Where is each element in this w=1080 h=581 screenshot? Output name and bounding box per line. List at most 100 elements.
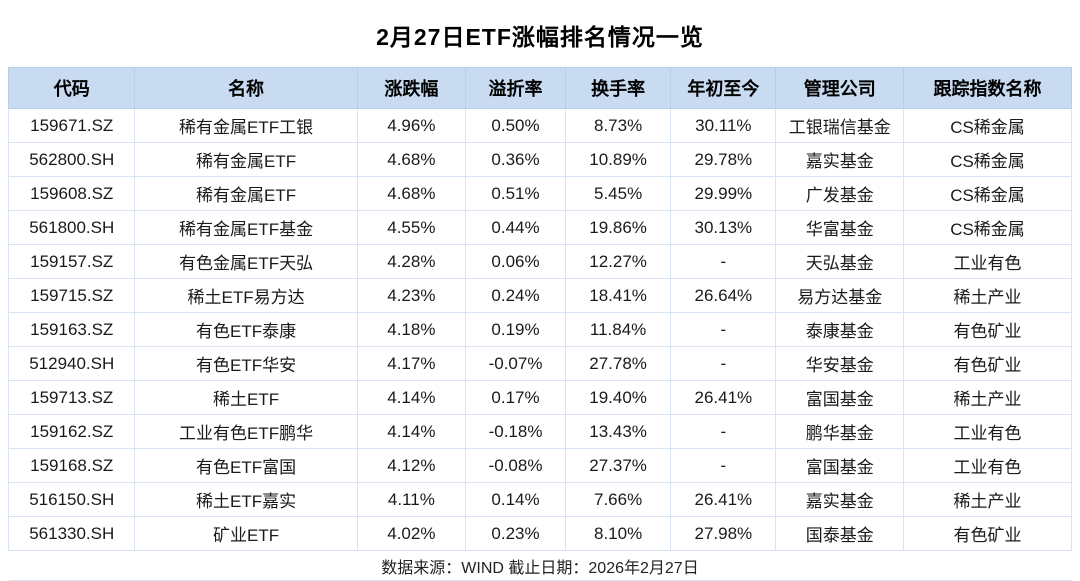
table-cell: 0.17% [465,380,566,415]
table-row: 562800.SH 稀有金属ETF 4.68% 0.36% 10.89% 29.78% 嘉实… [7,142,1072,177]
header-row: 代码 名称 涨跌幅 溢折率 换手率 年初至今 管理公司 跟踪指数名称 [7,67,1072,109]
table-cell: 29.78% [670,142,777,177]
table-cell: 稀土ETF [134,380,358,415]
table-row: 159715.SZ 稀土ETF易方达 4.23% 0.24% 18.41% 26.64% 易… [7,278,1072,313]
table-cell: 4.17% [356,346,467,381]
table-cell: 11.84% [564,312,672,347]
table-cell: 稀有金属ETF [134,176,358,211]
table-cell: 0.23% [465,516,566,551]
table-cell: 4.14% [356,380,467,415]
page-title: 2月27日ETF涨幅排名情况一览 [376,24,704,50]
table-cell: 19.86% [564,210,672,245]
table-cell: 159715.SZ [7,278,136,313]
table-cell: 12.27% [564,244,672,279]
table-cell: 159671.SZ [7,108,136,143]
table-cell: 30.13% [670,210,777,245]
table-row: 159608.SZ 稀有金属ETF 4.68% 0.51% 5.45% 29.99% 广发基… [7,176,1072,211]
table-cell: 矿业ETF [134,516,358,551]
table-cell: 561800.SH [7,210,136,245]
table-cell: 19.40% [564,380,672,415]
table-cell: -0.18% [465,414,566,449]
table-cell: - [670,346,777,381]
table-cell: 有色矿业 [903,516,1072,551]
table-cell: 0.14% [465,482,566,517]
table-cell: 稀土ETF嘉实 [134,482,358,517]
table-cell: 嘉实基金 [775,142,904,177]
table-cell: 工业有色 [903,414,1072,449]
table-cell: 工业有色 [903,244,1072,279]
table-cell: 华富基金 [775,210,904,245]
table-cell: 有色矿业 [903,346,1072,381]
table-cell: CS稀金属 [903,142,1072,177]
table-cell: CS稀金属 [903,176,1072,211]
table-cell: 0.44% [465,210,566,245]
table-row: 159168.SZ 有色ETF富国 4.12% -0.08% 27.37% - 富国基金 工业… [7,448,1072,483]
table-cell: 稀土产业 [903,482,1072,517]
table-cell: 0.06% [465,244,566,279]
table-cell: 159608.SZ [7,176,136,211]
table-cell: 159162.SZ [7,414,136,449]
table-cell: 10.89% [564,142,672,177]
table-cell: 有色矿业 [903,312,1072,347]
table-cell: 159163.SZ [7,312,136,347]
table-cell: 562800.SH [7,142,136,177]
table-row: 159157.SZ 有色金属ETF天弘 4.28% 0.06% 12.27% - 天弘基金工… [7,244,1072,279]
table-cell: 工业有色ETF鹏华 [134,414,358,449]
table-cell: - [670,448,777,483]
table-cell: 有色金属ETF天弘 [134,244,358,279]
table-cell: 4.23% [356,278,467,313]
table-cell: 国泰基金 [775,516,904,551]
table-cell: 4.12% [356,448,467,483]
header-cell: 管理公司 [775,67,904,109]
table-cell: 8.10% [564,516,672,551]
table-cell: 13.43% [564,414,672,449]
table-cell: 561330.SH [7,516,136,551]
table-cell: 26.64% [670,278,777,313]
table-cell: 4.14% [356,414,467,449]
table-cell: 富国基金 [775,380,904,415]
table-cell: 稀有金属ETF [134,142,358,177]
header-cell: 溢折率 [465,67,566,109]
table-row: 561800.SH 稀有金属ETF基金 4.55% 0.44% 19.86% 30.13%… [7,210,1072,245]
table-cell: 29.99% [670,176,777,211]
table-cell: 0.24% [465,278,566,313]
table-cell: 稀有金属ETF基金 [134,210,358,245]
table-footer: 数据来源：WIND 截止日期：2026年2月27日 [8,550,1072,581]
table-cell: 516150.SH [7,482,136,517]
table-row: 159671.SZ 稀有金属ETF工银 4.96% 0.50% 8.73% 30.11% 工… [7,108,1072,143]
table-cell: 7.66% [564,482,672,517]
table-cell: 159713.SZ [7,380,136,415]
table-cell: 稀土产业 [903,278,1072,313]
table-cell: 嘉实基金 [775,482,904,517]
data-source-note: 数据来源：WIND 截止日期：2026年2月27日 [8,550,1072,581]
table-cell: CS稀金属 [903,210,1072,245]
table-cell: 4.68% [356,176,467,211]
table-cell: 工业有色 [903,448,1072,483]
table-cell: 有色ETF华安 [134,346,358,381]
table-cell: 4.55% [356,210,467,245]
table-cell: 159157.SZ [7,244,136,279]
table-cell: 华安基金 [775,346,904,381]
table-cell: 4.68% [356,142,467,177]
etf-ranking-table: 代码 名称 涨跌幅 溢折率 换手率 年初至今 管理公司 跟踪指数名称 159671.SZ 稀有金… [7,67,1072,581]
table-cell: 工银瑞信基金 [775,108,904,143]
table-cell: 27.98% [670,516,777,551]
table-cell: 有色ETF富国 [134,448,358,483]
table-cell: 天弘基金 [775,244,904,279]
table-cell: 富国基金 [775,448,904,483]
table-cell: - [670,414,777,449]
table-row: 159713.SZ 稀土ETF 4.14% 0.17% 19.40% 26.41% 富国基金… [7,380,1072,415]
table-header: 代码 名称 涨跌幅 溢折率 换手率 年初至今 管理公司 跟踪指数名称 [7,67,1072,109]
table-cell: 5.45% [564,176,672,211]
table-row: 159163.SZ 有色ETF泰康 4.18% 0.19% 11.84% - 泰康基金 有色矿… [7,312,1072,347]
table-cell: 易方达基金 [775,278,904,313]
table-cell: 30.11% [670,108,777,143]
footer-row: 数据来源：WIND 截止日期：2026年2月27日 [8,550,1072,581]
table-row: 512940.SH 有色ETF华安 4.17% -0.07% 27.78% - 华安基金 有色… [7,346,1072,381]
table-cell: 稀土产业 [903,380,1072,415]
table-cell: 8.73% [564,108,672,143]
table-cell: 26.41% [670,380,777,415]
table-cell: 泰康基金 [775,312,904,347]
table-cell: -0.08% [465,448,566,483]
table-body: 159671.SZ 稀有金属ETF工银 4.96% 0.50% 8.73% 30.11% 工… [7,108,1072,551]
